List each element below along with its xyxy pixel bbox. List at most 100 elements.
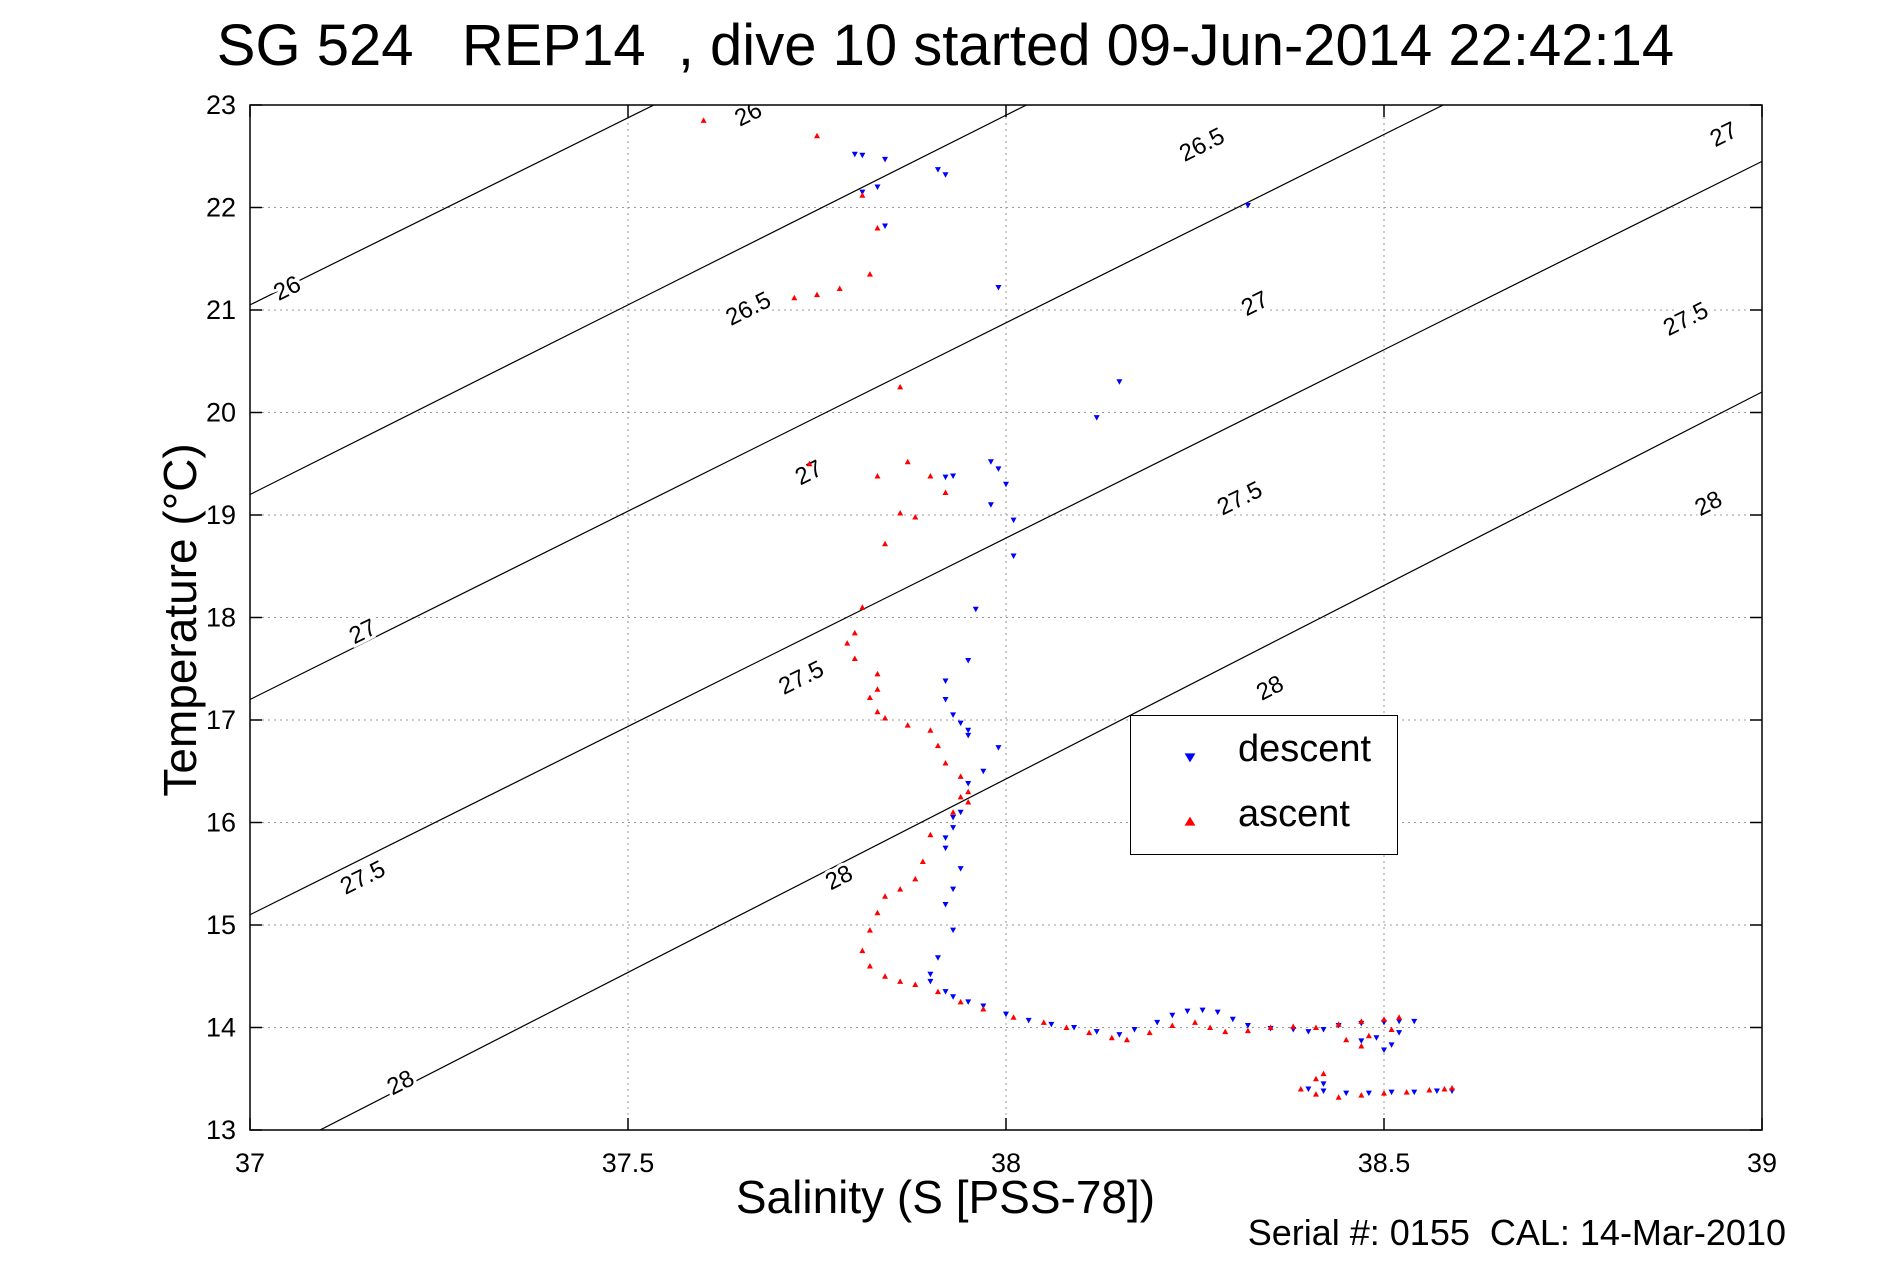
ascent-point	[1403, 1089, 1410, 1095]
ascent-point	[942, 489, 949, 495]
descent-point	[1048, 1021, 1055, 1028]
ascent-point	[874, 708, 881, 715]
y-tick-label: 18	[206, 603, 236, 633]
ascent-point	[874, 225, 881, 231]
descent-point	[1381, 1047, 1387, 1054]
x-tick-label: 38	[991, 1148, 1021, 1178]
ascent-point	[1207, 1024, 1214, 1030]
ascent-point	[1222, 1028, 1229, 1035]
descent-point	[1154, 1019, 1161, 1026]
descent-point	[1343, 1090, 1350, 1097]
y-tick-label: 17	[206, 705, 236, 735]
ascent-point	[859, 947, 866, 954]
ascent-point	[814, 132, 820, 139]
ascent-point	[919, 858, 926, 864]
descent-point	[1358, 1038, 1365, 1044]
descent-point	[1003, 481, 1009, 488]
descent-point	[957, 809, 964, 816]
ascent-point	[1244, 1027, 1251, 1034]
ascent-point	[1358, 1092, 1365, 1098]
descent-point	[934, 167, 941, 173]
ascent-point	[1146, 1029, 1153, 1036]
descent-point	[957, 720, 964, 727]
descent-point	[859, 152, 866, 159]
ascent-point	[866, 927, 873, 933]
ascent-point	[934, 742, 941, 749]
ascent-point	[1335, 1094, 1342, 1100]
ascent-point	[1388, 1026, 1395, 1033]
isopycnal-line	[250, 105, 656, 306]
y-tick-label: 14	[206, 1013, 236, 1043]
ascent-point	[897, 978, 904, 984]
descent-point	[1411, 1089, 1418, 1096]
ascent-point	[1365, 1032, 1372, 1039]
descent-point	[950, 927, 957, 934]
descent-point	[1388, 1042, 1395, 1048]
descent-point	[927, 978, 934, 985]
ascent-point	[1320, 1070, 1327, 1077]
descent-point	[882, 223, 889, 229]
y-tick-label: 22	[206, 193, 236, 223]
ascent-point	[927, 473, 934, 479]
descent-point	[942, 835, 949, 841]
ascent-point	[1312, 1091, 1319, 1097]
descent-point	[942, 989, 949, 995]
descent-point	[965, 732, 972, 739]
descent-point	[942, 172, 949, 178]
descent-point	[1010, 517, 1017, 524]
descent-point	[950, 886, 957, 893]
descent-point	[987, 502, 994, 508]
ascent-point	[1086, 1029, 1093, 1036]
ascent-point	[882, 973, 889, 979]
x-tick-label: 37	[235, 1148, 265, 1178]
ascent-point	[1290, 1023, 1297, 1029]
ascent-point	[874, 670, 881, 677]
x-axis-label: Salinity (S [PSS-78])	[735, 1171, 1156, 1223]
ascent-point	[1267, 1024, 1274, 1030]
descent-point	[1025, 1017, 1032, 1024]
ascent-point	[1123, 1036, 1130, 1043]
ascent-point	[1108, 1034, 1115, 1041]
ascent-point	[1426, 1087, 1433, 1093]
descent-point	[1305, 1029, 1312, 1035]
descent-point	[965, 781, 972, 787]
ascent-point	[1063, 1024, 1070, 1030]
ascent-point	[1192, 1019, 1198, 1025]
ascent-point	[874, 473, 881, 479]
descent-point	[1071, 1025, 1078, 1031]
descent-point	[1131, 1027, 1138, 1033]
descent-point	[950, 712, 957, 718]
ascent-point	[942, 760, 949, 766]
isopycnal-line	[250, 160, 1762, 916]
ascent-point	[934, 988, 941, 995]
descent-point	[1003, 1011, 1009, 1018]
x-tick-label: 39	[1747, 1148, 1777, 1178]
descent-point	[965, 727, 972, 734]
ascent-point	[980, 1006, 987, 1012]
ascent-point	[957, 773, 964, 779]
descent-point	[950, 814, 957, 821]
ascent-point	[897, 886, 904, 892]
ascent-point	[1358, 1018, 1365, 1024]
descent-point	[950, 473, 957, 480]
ascent-point	[1381, 1016, 1387, 1022]
legend-label-descent: descent	[1238, 728, 1372, 770]
ascent-point	[874, 909, 881, 916]
ascent-point	[912, 875, 919, 882]
legend: descent ascent	[1130, 715, 1398, 855]
ascent-point	[814, 291, 820, 298]
y-tick-label: 23	[206, 90, 236, 120]
descent-point	[1320, 1088, 1327, 1095]
ascent-point	[882, 540, 889, 547]
x-tick-label: 38.5	[1358, 1148, 1411, 1178]
legend-item-ascent: ascent	[1131, 791, 1397, 851]
descent-point	[874, 184, 881, 190]
series-ascent	[700, 117, 1456, 1100]
y-tick-label: 16	[206, 808, 236, 838]
descent-point	[1199, 1007, 1206, 1014]
y-tick-label: 19	[206, 500, 236, 530]
x-tick-label: 37.5	[602, 1148, 655, 1178]
ascent-point	[965, 788, 972, 795]
ascent-point	[866, 963, 873, 969]
descent-point	[1010, 553, 1017, 559]
